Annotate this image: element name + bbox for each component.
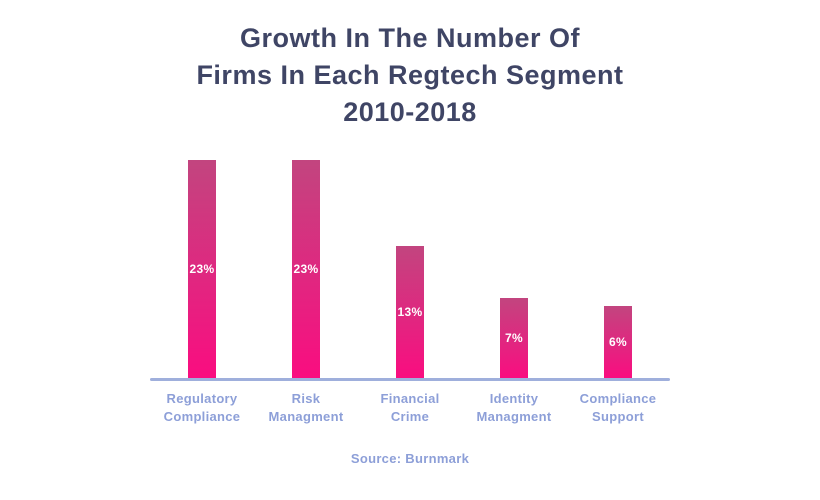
bar-value-label: 23% bbox=[189, 262, 215, 276]
bar-value-label: 7% bbox=[505, 331, 523, 345]
category-label-line: Identity bbox=[489, 391, 539, 406]
bar-slot: 23% bbox=[254, 160, 358, 378]
bar-value-label: 13% bbox=[397, 305, 423, 319]
category-label: Financial Crime bbox=[358, 390, 462, 426]
chart-title: Growth In The Number Of Firms In Each Re… bbox=[0, 20, 820, 131]
category-label: Regulatory Compliance bbox=[150, 390, 254, 426]
category-labels-row: Regulatory Compliance Risk Managment Financi… bbox=[150, 390, 670, 426]
bar-3: 7% bbox=[500, 298, 528, 378]
category-label-line: Regulatory bbox=[166, 391, 238, 406]
bar-value-label: 6% bbox=[609, 335, 627, 349]
category-label: Identity Managment bbox=[462, 390, 566, 426]
bar-slot: 23% bbox=[150, 160, 254, 378]
category-label-line: Managment bbox=[476, 409, 552, 424]
chart-title-line-1: Growth In The Number Of bbox=[240, 23, 580, 53]
category-label: Compliance Support bbox=[566, 390, 670, 426]
bar-0: 23% bbox=[188, 160, 216, 378]
category-label-line: Managment bbox=[268, 409, 344, 424]
category-label: Risk Managment bbox=[254, 390, 358, 426]
bar-value-label: 23% bbox=[293, 262, 319, 276]
bar-slot: 7% bbox=[462, 298, 566, 378]
bar-1: 23% bbox=[292, 160, 320, 378]
category-label-line: Crime bbox=[390, 409, 430, 424]
bar-slot: 13% bbox=[358, 246, 462, 378]
category-label-line: Risk bbox=[291, 391, 321, 406]
chart-title-line-3: 2010-2018 bbox=[343, 97, 477, 127]
bar-2: 13% bbox=[396, 246, 424, 378]
chart-title-line-2: Firms In Each Regtech Segment bbox=[196, 60, 624, 90]
bars-row: 23% 23% 13% 7% 6% bbox=[150, 150, 670, 378]
category-label-line: Compliance bbox=[579, 391, 657, 406]
source-caption: Source: Burnmark bbox=[350, 451, 470, 466]
bar-4: 6% bbox=[604, 306, 632, 378]
x-axis-line bbox=[150, 378, 670, 381]
bar-slot: 6% bbox=[566, 306, 670, 378]
category-label-line: Compliance bbox=[163, 409, 241, 424]
bar-chart: 23% 23% 13% 7% 6% Regulatory Compliance Risk Ma… bbox=[150, 150, 670, 426]
category-label-line: Support bbox=[592, 409, 644, 424]
category-label-line: Financial bbox=[380, 391, 440, 406]
